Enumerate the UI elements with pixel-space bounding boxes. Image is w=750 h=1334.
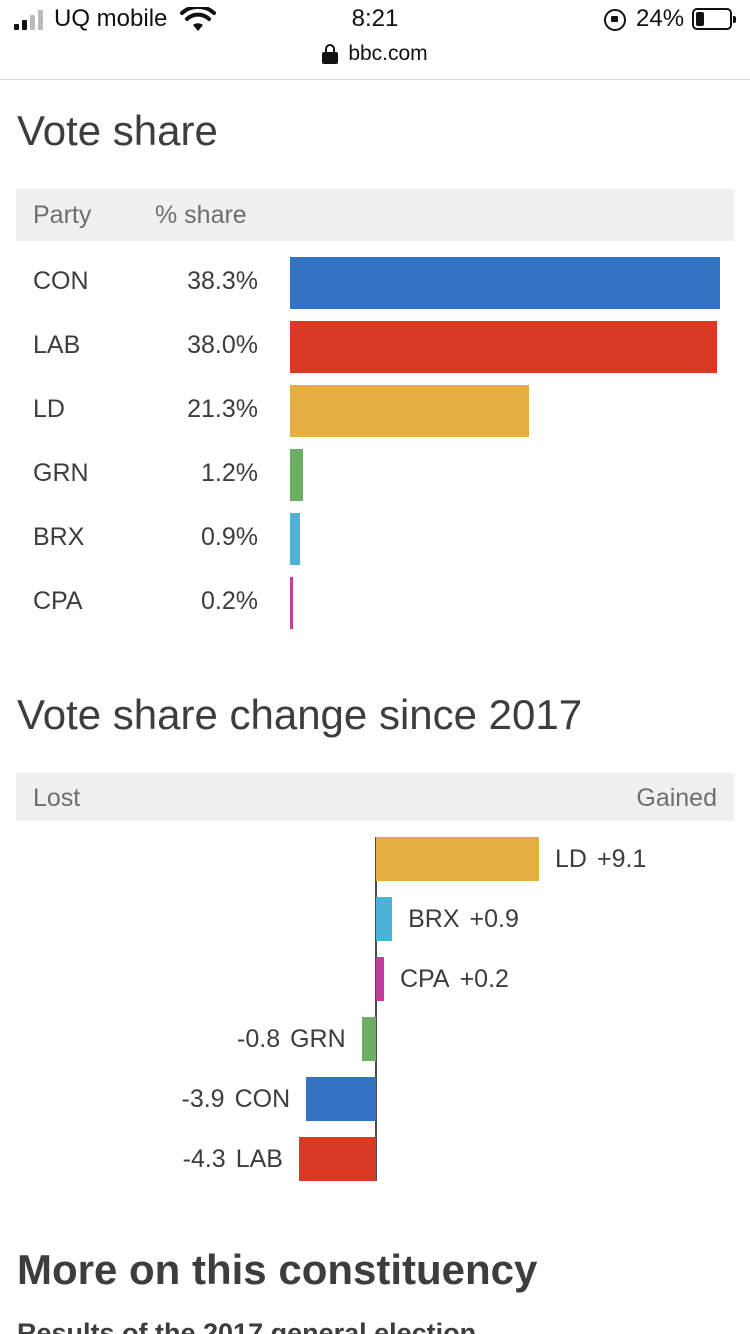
vote-share-row-con: CON 38.3% (16, 257, 734, 321)
change-value: -3.9 (181, 1085, 225, 1113)
share-bar-grn (290, 449, 304, 501)
change-header: Lost Gained (16, 773, 734, 821)
vote-share-header: Party % share (16, 189, 734, 241)
url-text: bbc.com (348, 42, 428, 65)
party-name: GRN (33, 459, 89, 487)
chevron-down-icon[interactable]: ⌄ (533, 1320, 563, 1334)
address-bar[interactable]: bbc.com (0, 42, 750, 66)
more-title: More on this constituency (17, 1246, 538, 1293)
change-label-con: -3.9 CON (182, 1077, 301, 1121)
header-gained: Gained (636, 784, 717, 812)
party-share: 0.9% (201, 523, 258, 551)
vote-share-row-lab: LAB 38.0% (16, 321, 734, 385)
change-label-lab: -4.3 LAB (183, 1137, 293, 1181)
lock-icon (322, 44, 339, 64)
header-lost: Lost (33, 784, 81, 812)
change-bar-cpa (376, 957, 384, 1001)
change-bar-lab (298, 1137, 376, 1181)
change-party: LD (555, 845, 587, 873)
share-bar-brx (290, 513, 301, 565)
status-bar: UQ mobile 8:21 bbc.com 24% (0, 0, 750, 80)
battery-icon (692, 8, 736, 30)
header-share: % share (155, 201, 247, 229)
change-value: +9.1 (596, 845, 647, 873)
change-bar-con (306, 1077, 376, 1121)
wifi-icon (180, 7, 216, 31)
change-party: CPA (400, 965, 450, 993)
share-bar-lab (290, 321, 717, 373)
share-bar-ld (290, 385, 530, 437)
party-name: CPA (33, 587, 83, 615)
party-name: BRX (33, 523, 85, 551)
change-party: GRN (290, 1025, 346, 1053)
vote-share-title: Vote share (17, 107, 218, 154)
change-party: CON (234, 1085, 291, 1113)
rotation-lock-icon (604, 9, 626, 31)
zero-axis (375, 837, 377, 1181)
vote-share-row-cpa: CPA 0.2% (16, 577, 734, 641)
vote-share-row-ld: LD 21.3% (16, 385, 734, 449)
party-name: LD (33, 395, 65, 423)
change-party: LAB (235, 1145, 283, 1173)
change-label-brx: BRX +0.9 (398, 897, 519, 941)
party-share: 0.2% (201, 587, 258, 615)
change-value: +0.9 (469, 905, 519, 933)
results-2017-link[interactable]: Results of the 2017 general election (17, 1318, 477, 1334)
change-bar-brx (376, 897, 393, 941)
party-share: 21.3% (187, 395, 258, 423)
change-party: BRX (408, 905, 460, 933)
vote-share-row-brx: BRX 0.9% (16, 513, 734, 577)
share-bar-cpa (290, 577, 293, 629)
change-bar-grn (361, 1017, 376, 1061)
change-label-grn: -0.8 GRN (237, 1017, 356, 1061)
change-title: Vote share change since 2017 (17, 691, 583, 738)
header-party: Party (33, 201, 92, 229)
clock: 8:21 (351, 5, 399, 32)
change-label-cpa: CPA +0.2 (390, 957, 509, 1001)
change-label-ld: LD +9.1 (545, 837, 646, 881)
party-share: 38.3% (187, 267, 258, 295)
carrier-name: UQ mobile (54, 5, 168, 32)
party-share: 1.2% (201, 459, 258, 487)
party-name: CON (33, 267, 89, 295)
party-share: 38.0% (187, 331, 258, 359)
party-name: LAB (33, 331, 81, 359)
vote-share-row-grn: GRN 1.2% (16, 449, 734, 513)
change-value: +0.2 (459, 965, 509, 993)
battery-percent: 24% (636, 5, 685, 32)
change-bar-ld (376, 837, 539, 881)
change-value: -0.8 (237, 1025, 281, 1053)
share-bar-con (290, 257, 720, 309)
signal-icon (14, 10, 46, 30)
change-value: -4.3 (182, 1145, 226, 1173)
